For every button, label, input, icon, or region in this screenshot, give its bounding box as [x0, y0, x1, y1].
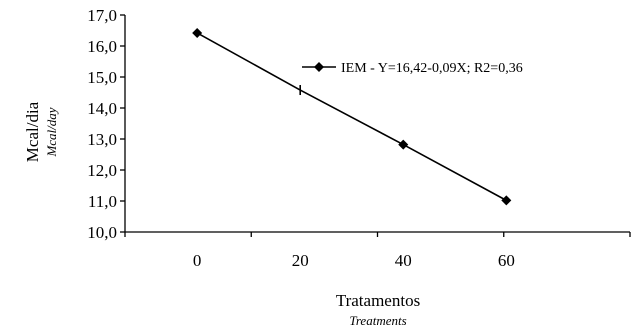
y-tick-label: 10,0 — [87, 223, 117, 242]
y-tick-label: 11,0 — [88, 192, 117, 211]
y-axis-title: Mcal/dia — [23, 101, 42, 162]
x-axis-ticks: 0 20 40 60 — [124, 232, 631, 270]
x-axis-subtitle: Treatments — [349, 313, 406, 328]
data-point-marker — [398, 139, 409, 150]
legend: IEM - Y=16,42-0,09X; R2=0,36 — [302, 61, 523, 76]
axes — [124, 15, 630, 233]
x-tick-label: 0 — [193, 251, 202, 270]
x-axis-title: Tratamentos — [336, 291, 420, 310]
y-tick-label: 15,0 — [87, 68, 117, 87]
x-tick-label: 20 — [292, 251, 309, 270]
data-point-marker — [501, 195, 512, 206]
x-tick-label: 40 — [395, 251, 412, 270]
series-line — [196, 32, 507, 202]
y-axis-ticks: 10,0 11,0 12,0 13,0 14,0 15,0 16,0 17,0 — [87, 6, 125, 242]
legend-marker — [314, 62, 324, 72]
y-tick-label: 12,0 — [87, 161, 117, 180]
data-point-marker — [192, 27, 203, 38]
legend-label: IEM - Y=16,42-0,09X; R2=0,36 — [341, 61, 523, 76]
y-tick-label: 13,0 — [87, 130, 117, 149]
series-group — [192, 27, 512, 206]
x-tick-label: 60 — [498, 251, 515, 270]
y-tick-label: 17,0 — [87, 6, 117, 25]
y-axis-subtitle: Mcal/day — [44, 107, 59, 157]
y-tick-label: 14,0 — [87, 99, 117, 118]
y-tick-label: 16,0 — [87, 37, 117, 56]
